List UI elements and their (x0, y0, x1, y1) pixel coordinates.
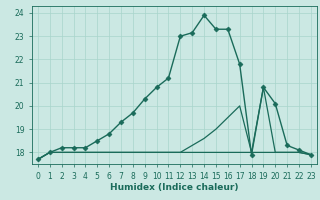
X-axis label: Humidex (Indice chaleur): Humidex (Indice chaleur) (110, 183, 239, 192)
